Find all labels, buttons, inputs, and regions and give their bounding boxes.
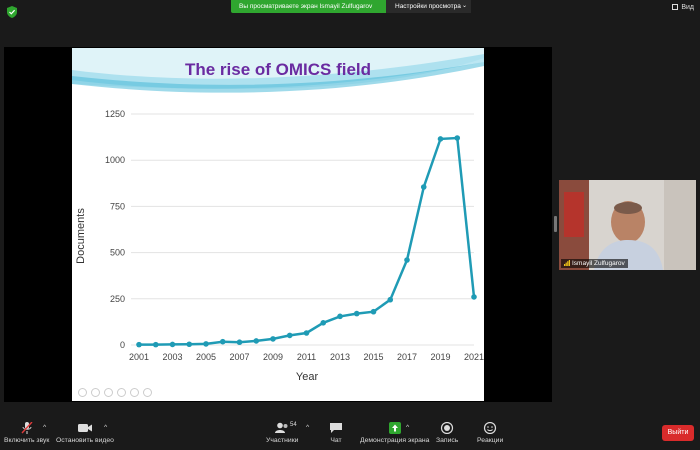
data-point (471, 294, 477, 300)
participant-name: Ismayil Zulfugarov (572, 260, 625, 267)
unmute-label: Включить звук (4, 437, 50, 444)
data-point (370, 308, 377, 315)
data-point (136, 341, 142, 348)
prev-slide-icon[interactable] (78, 388, 87, 397)
reactions-label: Реакции (477, 437, 504, 444)
video-options-caret[interactable]: ^ (104, 424, 108, 431)
data-point (320, 320, 327, 326)
x-axis-label: Year (296, 371, 319, 383)
share-screen-label: Демонстрация экрана (360, 437, 430, 444)
participants-label: Участники (266, 437, 299, 444)
x-tick-label: 2019 (430, 352, 450, 362)
y-tick-label: 1000 (105, 155, 125, 165)
chat-bubble-icon (330, 423, 342, 433)
series-line (139, 136, 476, 346)
connection-signal-icon (564, 260, 570, 266)
participant-video (559, 180, 696, 270)
view-settings-button[interactable]: Настройки просмотра ⌄ (386, 0, 471, 13)
data-point (236, 339, 243, 346)
slide-header-decoration (72, 48, 484, 93)
x-tick-label: 2017 (397, 352, 417, 362)
chat-button[interactable]: Чат (329, 422, 343, 444)
x-tick-label: 2005 (196, 352, 216, 362)
presentation-slide: The rise of OMICS field 0 250 500 750 1000 12… (72, 48, 484, 401)
stop-video-label: Остановить видео (56, 437, 114, 444)
x-tick-label: 2011 (297, 352, 316, 362)
muted-microphone-icon (21, 422, 33, 434)
more-icon[interactable] (143, 388, 152, 397)
participant-video-tile[interactable]: Ismayil Zulfugarov (559, 180, 696, 270)
x-tick-label: 2009 (263, 352, 283, 362)
data-point (437, 136, 444, 142)
data-point (353, 310, 360, 317)
view-settings-label: Настройки просмотра (395, 3, 461, 10)
shield-check-icon[interactable] (7, 6, 17, 18)
slide-title: The rise of OMICS field (184, 60, 372, 79)
participants-count: 54 (290, 422, 297, 428)
screen-share-banner: Вы просматриваете экран Ismayil Zulfugar… (231, 0, 386, 13)
data-point (219, 338, 226, 345)
participant-name-tag: Ismayil Zulfugarov (561, 259, 628, 268)
data-point (420, 184, 427, 190)
reactions-button[interactable]: Реакции (477, 422, 503, 444)
x-tick-label: 2003 (162, 352, 182, 362)
data-point (303, 330, 310, 336)
y-tick-label: 0 (120, 340, 125, 350)
x-tick-label: 2013 (330, 352, 350, 362)
next-slide-icon[interactable] (91, 388, 100, 397)
x-tick-label: 2001 (129, 352, 149, 362)
view-toggle-button[interactable]: Вид (672, 4, 694, 11)
view-icon[interactable] (117, 388, 126, 397)
meeting-toolbar: Включить звук ^ Остановить видео ^ 54 Уч… (0, 415, 700, 450)
top-bar: Вы просматриваете экран Ismayil Zulfugar… (0, 0, 700, 24)
gallery-resize-handle[interactable] (554, 216, 557, 232)
data-point (203, 341, 209, 347)
data-point (286, 332, 293, 339)
chat-label: Чат (330, 437, 342, 444)
x-tick-label: 2021 (464, 352, 484, 362)
data-points (136, 135, 477, 348)
participants-options-caret[interactable]: ^ (306, 424, 310, 431)
participants-icon (275, 422, 288, 433)
share-screen-icon (388, 422, 401, 434)
share-options-caret[interactable]: ^ (406, 424, 410, 431)
y-tick-labels: 0 250 500 750 1000 1250 (105, 109, 125, 350)
data-point (404, 257, 410, 263)
data-point (270, 336, 276, 342)
slide-controls[interactable] (78, 388, 152, 398)
grid-view-icon (672, 4, 679, 10)
smiley-reaction-icon (484, 422, 497, 434)
record-icon (441, 422, 454, 434)
y-axis-label: Documents (75, 208, 87, 264)
share-screen-button[interactable]: Демонстрация экрана (360, 422, 429, 444)
video-camera-icon (77, 424, 92, 432)
chart-grid (131, 113, 474, 346)
pen-icon[interactable] (104, 388, 113, 397)
y-tick-label: 250 (110, 294, 125, 304)
data-point (186, 341, 193, 348)
stop-video-button[interactable]: Остановить видео (56, 422, 114, 444)
participants-button[interactable]: 54 Участники (266, 422, 298, 444)
data-point (337, 313, 343, 320)
x-tick-labels: 2001 2003 2005 2007 2009 2011 2013 2015 2017 2019… (129, 352, 484, 362)
data-point (387, 296, 394, 303)
x-tick-label: 2007 (229, 352, 249, 362)
chevron-down-icon: ⌄ (461, 3, 467, 9)
y-tick-label: 1250 (105, 109, 125, 119)
data-point (152, 341, 159, 348)
record-button[interactable]: Запись (436, 422, 458, 444)
data-point (253, 338, 260, 344)
unmute-button[interactable]: Включить звук (4, 422, 49, 444)
audio-options-caret[interactable]: ^ (43, 424, 47, 431)
y-tick-label: 750 (110, 201, 125, 211)
x-tick-label: 2015 (363, 352, 383, 362)
leave-meeting-button[interactable]: Выйти (662, 425, 694, 441)
data-point (169, 341, 176, 348)
view-toggle-label: Вид (681, 4, 694, 11)
y-tick-label: 500 (110, 248, 125, 258)
zoom-icon[interactable] (130, 388, 139, 397)
record-label: Запись (436, 437, 459, 444)
data-point (454, 135, 461, 141)
